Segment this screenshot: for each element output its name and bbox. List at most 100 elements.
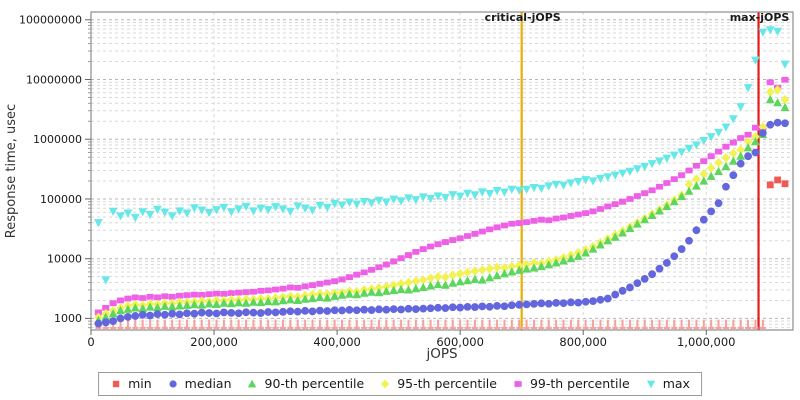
data-point xyxy=(411,276,421,286)
data-point xyxy=(456,303,465,312)
data-point-min-tick xyxy=(621,319,624,328)
data-point-min-tick-foot xyxy=(634,326,641,330)
data-point xyxy=(130,213,140,223)
legend-item-99-th-percentile: 99-th percentile xyxy=(512,376,630,391)
data-point xyxy=(514,186,524,195)
data-point xyxy=(323,279,331,286)
data-point xyxy=(581,248,591,257)
data-point xyxy=(751,148,760,157)
data-point xyxy=(500,269,509,278)
data-point-min-tick-foot xyxy=(567,326,574,330)
axes: 0 200,000 400,000 600,000 800,000 1,000,000 10… xyxy=(19,14,736,349)
data-point-min-tick xyxy=(761,319,764,328)
data-point xyxy=(389,195,399,204)
data-point xyxy=(662,201,672,211)
data-point xyxy=(189,204,199,213)
data-point-min-tick-foot xyxy=(331,326,338,330)
data-point xyxy=(367,199,376,208)
data-point xyxy=(721,161,731,171)
data-point xyxy=(470,274,480,284)
data-point-min-tick-foot xyxy=(361,326,368,330)
data-point-min-tick-foot xyxy=(641,326,648,330)
x-tick-label: 600,000 xyxy=(436,335,484,349)
data-point-min-tick xyxy=(503,319,506,328)
data-point xyxy=(573,251,583,260)
data-point xyxy=(301,283,309,290)
data-point xyxy=(375,264,383,271)
data-point xyxy=(271,308,280,317)
data-point xyxy=(728,156,738,165)
data-point xyxy=(212,309,221,318)
data-point-min-tick xyxy=(732,319,735,328)
data-point xyxy=(330,199,340,209)
data-point xyxy=(640,162,650,172)
data-point xyxy=(655,157,664,166)
data-point xyxy=(721,152,731,163)
data-point-min-tick xyxy=(525,319,528,328)
data-point xyxy=(625,223,635,233)
data-point-min-tick-foot xyxy=(457,326,464,330)
data-point xyxy=(257,287,265,294)
data-point xyxy=(478,228,486,235)
data-point xyxy=(264,287,272,294)
data-point xyxy=(116,314,125,323)
data-point-min-tick-foot xyxy=(154,326,161,330)
data-point-min-tick-foot xyxy=(139,326,146,330)
data-point xyxy=(205,309,214,317)
data-point xyxy=(271,203,280,212)
data-point xyxy=(145,210,155,220)
data-point xyxy=(448,303,457,312)
plot-border xyxy=(90,11,794,331)
data-point xyxy=(293,295,303,305)
data-point xyxy=(285,295,295,304)
data-point-min-tick xyxy=(540,319,543,328)
data-point xyxy=(308,206,317,215)
data-point xyxy=(227,290,235,297)
data-point-min-tick xyxy=(717,319,720,328)
data-point xyxy=(153,302,162,312)
data-point xyxy=(426,281,436,290)
data-point xyxy=(315,201,325,211)
data-point xyxy=(419,304,428,313)
data-point xyxy=(256,309,265,317)
series-median xyxy=(94,118,789,328)
data-point xyxy=(153,310,162,319)
data-point xyxy=(389,285,399,294)
data-point xyxy=(500,188,509,197)
data-point xyxy=(189,300,199,309)
data-point xyxy=(743,143,753,152)
data-point-min-tick-foot xyxy=(649,326,656,330)
data-point xyxy=(537,299,546,308)
data-point-min-tick-foot xyxy=(612,326,619,330)
data-point xyxy=(692,162,701,169)
data-point xyxy=(161,293,169,300)
data-point xyxy=(271,286,280,293)
data-point-min-tick-foot xyxy=(405,326,412,330)
data-point-min-tick xyxy=(333,319,336,328)
data-point xyxy=(751,137,760,146)
data-point xyxy=(478,302,487,311)
data-point xyxy=(123,209,133,218)
data-point xyxy=(648,187,656,194)
data-point-min-tick xyxy=(569,319,572,328)
data-point-min-tick-foot xyxy=(309,326,316,330)
legend-item-median: median xyxy=(167,376,232,391)
data-point xyxy=(610,171,620,180)
data-point xyxy=(632,165,642,174)
data-point xyxy=(773,118,782,127)
data-point-min-tick xyxy=(473,319,476,328)
data-point-min-tick-foot xyxy=(324,326,331,330)
data-point xyxy=(463,267,472,278)
data-point xyxy=(278,296,288,305)
data-point-min-tick xyxy=(422,319,425,328)
data-point-min-tick-foot xyxy=(316,326,323,330)
data-point xyxy=(109,300,117,307)
data-point xyxy=(684,186,694,195)
data-point xyxy=(294,284,302,291)
data-point xyxy=(175,310,184,319)
data-point xyxy=(529,258,539,268)
data-point xyxy=(249,288,258,295)
data-point xyxy=(758,28,768,37)
data-point-min-tick-foot xyxy=(442,326,449,330)
data-point xyxy=(94,309,102,316)
